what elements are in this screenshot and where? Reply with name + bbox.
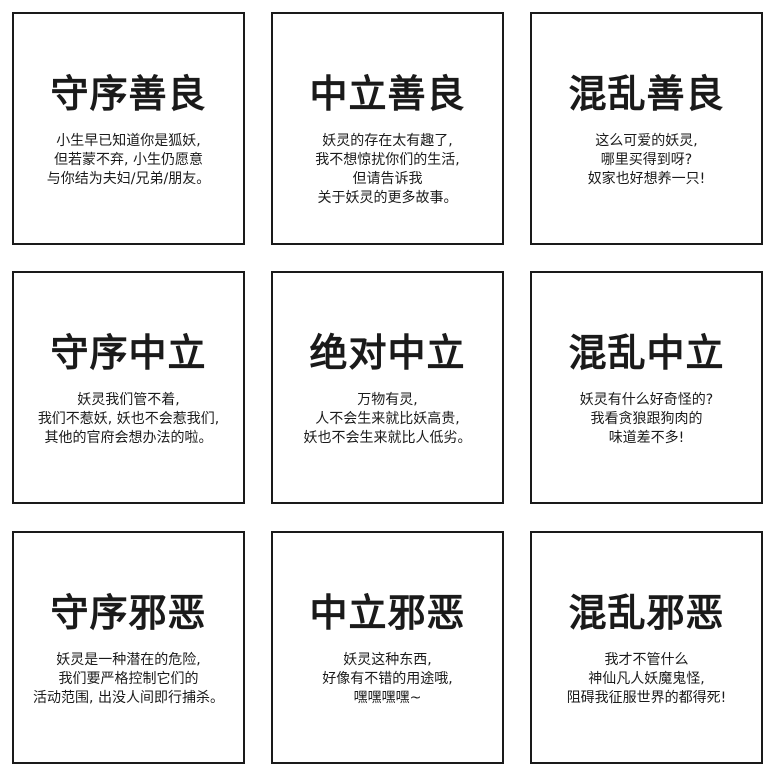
description-line: 我们不惹妖, 妖也不会惹我们,	[37, 411, 220, 427]
description-line: 哪里买得到呀?	[600, 152, 693, 168]
description-line: 好像有不错的用途哦,	[322, 671, 453, 687]
card-description: 小生早已知道你是狐妖, 但若蒙不弃, 小生仍愿意 与你结为夫妇/兄弟/朋友。	[47, 132, 210, 189]
card-chaotic-neutral: 混乱中立 妖灵有什么好奇怪的? 我看贪狼跟狗肉的 味道差不多!	[530, 271, 763, 504]
card-chaotic-good: 混乱善良 这么可爱的妖灵, 哪里买得到呀? 奴家也好想养一只!	[530, 12, 763, 245]
card-title: 守序善良	[50, 72, 207, 116]
description-line: 奴家也好想养一只!	[587, 171, 706, 187]
card-title: 守序邪恶	[50, 591, 207, 635]
description-line: 神仙凡人妖魔鬼怪,	[588, 671, 705, 687]
card-description: 妖灵这种东西, 好像有不错的用途哦, 嘿嘿嘿嘿~	[322, 651, 452, 708]
description-line: 阻碍我征服世界的都得死!	[566, 690, 727, 706]
card-lawful-neutral: 守序中立 妖灵我们管不着, 我们不惹妖, 妖也不会惹我们, 其他的官府会想办法的…	[12, 271, 245, 504]
card-neutral-good: 中立善良 妖灵的存在太有趣了, 我不想惊扰你们的生活, 但请告诉我 关于妖灵的更…	[271, 12, 504, 245]
description-line: 活动范围, 出没人间即行捕杀。	[33, 690, 224, 706]
description-line: 妖灵我们管不着,	[77, 392, 180, 408]
card-chaotic-evil: 混乱邪恶 我才不管什么 神仙凡人妖魔鬼怪, 阻碍我征服世界的都得死!	[530, 531, 763, 764]
description-line: 妖灵这种东西,	[343, 652, 432, 668]
description-line: 我看贪狼跟狗肉的	[590, 411, 703, 427]
alignment-grid: 守序善良 小生早已知道你是狐妖, 但若蒙不弃, 小生仍愿意 与你结为夫妇/兄弟/…	[12, 12, 763, 770]
description-line: 妖灵有什么好奇怪的?	[579, 392, 714, 408]
card-description: 万物有灵, 人不会生来就比妖高贵, 妖也不会生来就比人低劣。	[304, 391, 472, 448]
description-line: 人不会生来就比妖高贵,	[315, 411, 460, 427]
card-title: 混乱中立	[568, 331, 725, 375]
description-line: 我才不管什么	[604, 652, 689, 668]
card-title: 混乱善良	[568, 72, 725, 116]
description-line: 妖灵的存在太有趣了,	[322, 133, 453, 149]
description-line: 嘿嘿嘿嘿~	[353, 690, 422, 706]
card-true-neutral: 绝对中立 万物有灵, 人不会生来就比妖高贵, 妖也不会生来就比人低劣。	[271, 271, 504, 504]
description-line: 我们要严格控制它们的	[58, 671, 199, 687]
card-title: 混乱邪恶	[568, 591, 725, 635]
description-line: 小生早已知道你是狐妖,	[56, 133, 201, 149]
description-line: 关于妖灵的更多故事。	[317, 190, 458, 206]
description-line: 但请告诉我	[352, 171, 423, 187]
description-line: 但若蒙不弃, 小生仍愿意	[54, 152, 203, 168]
card-lawful-evil: 守序邪恶 妖灵是一种潜在的危险, 我们要严格控制它们的 活动范围, 出没人间即行…	[12, 531, 245, 764]
card-lawful-good: 守序善良 小生早已知道你是狐妖, 但若蒙不弃, 小生仍愿意 与你结为夫妇/兄弟/…	[12, 12, 245, 245]
card-description: 妖灵我们管不着, 我们不惹妖, 妖也不会惹我们, 其他的官府会想办法的啦。	[38, 391, 219, 448]
card-title: 中立邪恶	[309, 591, 466, 635]
card-title: 绝对中立	[309, 331, 466, 375]
description-line: 与你结为夫妇/兄弟/朋友。	[46, 171, 211, 187]
description-line: 味道差不多!	[608, 430, 685, 446]
description-line: 妖也不会生来就比人低劣。	[303, 430, 472, 446]
card-neutral-evil: 中立邪恶 妖灵这种东西, 好像有不错的用途哦, 嘿嘿嘿嘿~	[271, 531, 504, 764]
card-description: 妖灵有什么好奇怪的? 我看贪狼跟狗肉的 味道差不多!	[580, 391, 713, 448]
description-line: 妖灵是一种潜在的危险,	[56, 652, 201, 668]
card-description: 这么可爱的妖灵, 哪里买得到呀? 奴家也好想养一只!	[588, 132, 706, 189]
card-description: 妖灵是一种潜在的危险, 我们要严格控制它们的 活动范围, 出没人间即行捕杀。	[33, 651, 224, 708]
card-description: 我才不管什么 神仙凡人妖魔鬼怪, 阻碍我征服世界的都得死!	[567, 651, 727, 708]
description-line: 这么可爱的妖灵,	[595, 133, 698, 149]
card-title: 中立善良	[309, 72, 466, 116]
description-line: 其他的官府会想办法的啦。	[44, 430, 213, 446]
description-line: 我不想惊扰你们的生活,	[315, 152, 460, 168]
description-line: 万物有灵,	[357, 392, 418, 408]
card-description: 妖灵的存在太有趣了, 我不想惊扰你们的生活, 但请告诉我 关于妖灵的更多故事。	[315, 132, 459, 208]
card-title: 守序中立	[50, 331, 207, 375]
